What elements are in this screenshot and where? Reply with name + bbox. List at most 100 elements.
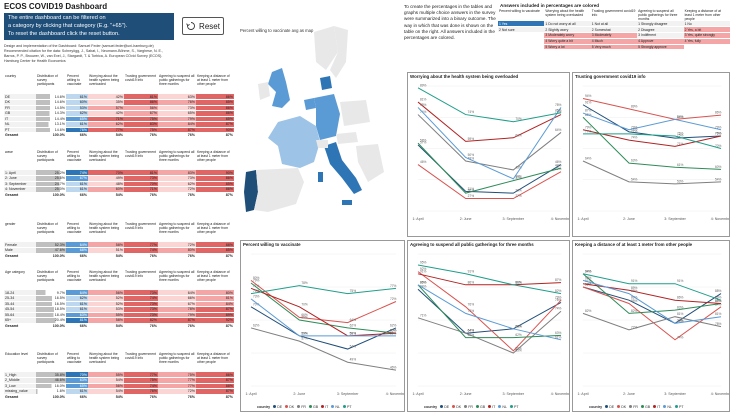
legend-item-dk[interactable]: DK [285, 405, 294, 409]
legend-item-fr[interactable]: FR [297, 405, 306, 409]
series-line-gb[interactable] [417, 142, 562, 194]
row-label[interactable]: 3_Low [4, 383, 36, 389]
table-row[interactable]: IT 14.4% 65% 71% 75% 79% 85% [4, 116, 234, 122]
series-line-nl[interactable] [417, 284, 562, 341]
legend-item-de[interactable]: DE [440, 405, 449, 409]
table-row[interactable]: 35-44 16.5% 61% 52% 73% 67% 84% [4, 301, 234, 307]
row-label[interactable]: 35-44 [4, 301, 36, 307]
table-row[interactable]: DK 14.6% 60% 35% 86% 76% 85% [4, 99, 234, 106]
legend-item-fr[interactable]: FR [629, 405, 638, 409]
row-label[interactable]: DK [4, 99, 36, 106]
series-line-it[interactable] [417, 273, 562, 286]
series-line-nl[interactable] [582, 279, 722, 324]
legend-item-pt[interactable]: PT [675, 405, 684, 409]
map-country-de[interactable] [314, 94, 340, 140]
legend-item-nl[interactable]: NL [498, 405, 507, 409]
row-label[interactable]: FR [4, 105, 36, 111]
series-line-pt[interactable] [583, 133, 722, 149]
table-row[interactable]: 2_Middle 46.6% 63% 54% 75% 77% 87% [4, 377, 234, 384]
table-row[interactable]: FR 14.5% 53% 57% 56% 73% 86% [4, 105, 234, 111]
map-country-pt[interactable] [244, 170, 258, 212]
table-row[interactable]: 3: September 24.7% 61% 48% 70% 62% 85% [4, 181, 234, 187]
series-line-de[interactable] [582, 104, 722, 139]
series-line-it[interactable] [417, 101, 562, 142]
series-line-dk[interactable] [582, 286, 722, 341]
map-country-fr[interactable] [268, 116, 320, 168]
row-label[interactable]: IT [4, 116, 36, 122]
series-line-de[interactable] [417, 144, 562, 194]
legend-item-it[interactable]: IT [488, 405, 495, 409]
legend-item-de[interactable]: DE [273, 405, 282, 409]
series-line-it[interactable] [250, 287, 397, 337]
series-line-dk[interactable] [417, 164, 562, 199]
row-label[interactable]: 4: November [4, 186, 36, 193]
row-label[interactable]: 1_High [4, 372, 36, 378]
series-line-dk[interactable] [250, 280, 397, 324]
table-row[interactable]: 2: June 25.6% 67% 49% 73% 73% 86% [4, 175, 234, 182]
legend-item-gb[interactable]: GB [640, 405, 650, 409]
series-line-gb[interactable] [582, 273, 722, 314]
series-line-fr[interactable] [417, 310, 562, 354]
table-row[interactable]: Male 47.6% 68% 51% 74% 80% 85% [4, 247, 234, 254]
legend-item-dk[interactable]: DK [452, 405, 461, 409]
series-line-de[interactable] [417, 288, 562, 334]
series-line-nl[interactable] [250, 298, 396, 337]
legend-item-pt[interactable]: PT [343, 405, 352, 409]
table-row[interactable]: 3_Low 16.0% 65% 56% 74% 77% 88% [4, 383, 234, 389]
table-row[interactable]: 18-24 9.7% 64% 56% 73% 64% 80% [4, 290, 234, 296]
row-label[interactable]: PT [4, 127, 36, 133]
table-row[interactable]: 45-54 18.5% 61% 53% 73% 78% 87% [4, 306, 234, 313]
row-label[interactable]: NL [4, 121, 36, 128]
series-line-fr[interactable] [582, 312, 722, 331]
map-country-it[interactable] [324, 142, 362, 194]
row-label[interactable]: 3: September [4, 181, 36, 187]
row-label[interactable]: missing_value [4, 388, 36, 395]
row-label[interactable]: 65+ [4, 317, 36, 324]
row-label[interactable]: 2: June [4, 175, 36, 182]
row-label[interactable]: Female [4, 242, 36, 248]
table-row[interactable]: 1_High 35.8% 70% 55% 77% 75% 86% [4, 372, 234, 378]
series-line-dk[interactable] [582, 98, 722, 120]
row-label[interactable]: 25-34 [4, 295, 36, 302]
row-label[interactable]: GB [4, 110, 36, 117]
legend-item-nl[interactable]: NL [663, 405, 672, 409]
legend-item-gb[interactable]: GB [475, 405, 485, 409]
map-country-gb[interactable] [268, 68, 290, 108]
map-country-nl[interactable] [304, 98, 316, 110]
row-label[interactable]: 1: April [4, 170, 36, 176]
series-line-pt[interactable] [582, 273, 722, 301]
legend-item-dk[interactable]: DK [617, 405, 626, 409]
table-row[interactable]: Female 52.3% 64% 58% 77% 72% 88% [4, 242, 234, 248]
table-row[interactable]: 65+ 20.4% 81% 58% 82% 87% 92% [4, 317, 234, 324]
table-row[interactable]: DE 14.6% 61% 42% 81% 63% 86% [4, 94, 234, 100]
series-line-it[interactable] [582, 129, 722, 147]
legend-item-fr[interactable]: FR [464, 405, 473, 409]
table-row[interactable]: missing_value 1.6% 61% 54% 76% 72% 87% [4, 388, 234, 395]
series-line-nl[interactable] [582, 112, 722, 131]
series-line-gb[interactable] [417, 284, 562, 339]
row-label[interactable]: 2_Middle [4, 377, 36, 384]
series-line-nl[interactable] [417, 107, 562, 180]
legend-item-it[interactable]: IT [653, 405, 660, 409]
series-line-fr[interactable] [250, 327, 397, 371]
legend-item-de[interactable]: DE [605, 405, 614, 409]
series-line-gb[interactable] [582, 116, 722, 170]
table-row[interactable]: 25-34 16.5% 62% 52% 74% 66% 81% [4, 295, 234, 302]
legend-item-it[interactable]: IT [321, 405, 328, 409]
row-label[interactable]: DE [4, 94, 36, 100]
series-line-fr[interactable] [417, 114, 562, 171]
table-row[interactable]: GB 14.3% 62% 42% 67% 65% 86% [4, 110, 234, 117]
table-row[interactable]: 1: April 25.2% 74% 70% 81% 83% 90% [4, 170, 234, 176]
series-line-fr[interactable] [582, 160, 722, 185]
map-country-dk[interactable] [320, 76, 332, 90]
series-line-gb[interactable] [250, 282, 397, 334]
table-row[interactable]: 4: November 25.0% 61% 60% 71% 72% 86% [4, 186, 234, 193]
legend-item-nl[interactable]: NL [331, 405, 340, 409]
series-line-pt[interactable] [250, 285, 397, 295]
row-label[interactable]: Male [4, 247, 36, 254]
legend-item-pt[interactable]: PT [510, 405, 519, 409]
legend-item-gb[interactable]: GB [308, 405, 318, 409]
reset-button[interactable]: Reset [182, 17, 224, 35]
table-row[interactable]: 55-64 18.4% 63% 55% 73% 79% 89% [4, 312, 234, 318]
series-line-pt[interactable] [417, 264, 562, 295]
